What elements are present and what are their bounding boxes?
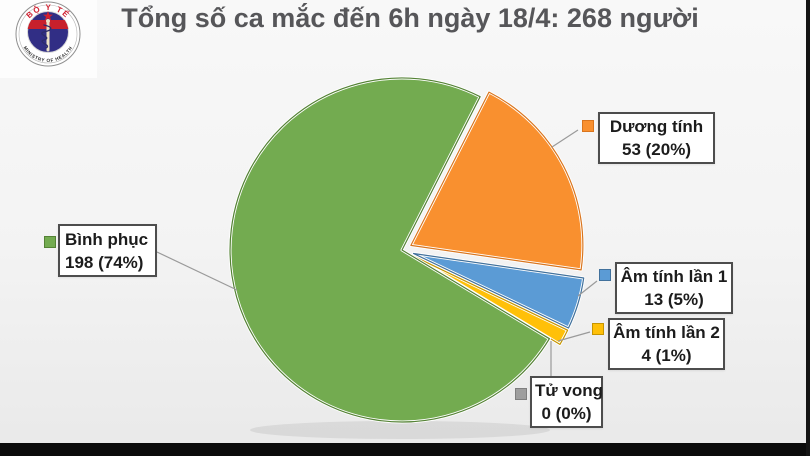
letterbox-bottom-bar	[0, 443, 810, 456]
legend-box-duong-tinh: Dương tính 53 (20%)	[598, 112, 715, 164]
letterbox-right-bar	[806, 0, 810, 456]
legend-item-am-tinh-lan-1: Âm tính lần 1 13 (5%)	[599, 262, 733, 314]
legend-item-binh-phuc: Bình phục 198 (74%)	[44, 224, 157, 277]
legend-marker-am-tinh-lan-2	[592, 323, 604, 335]
legend-label: Dương tính	[609, 117, 704, 136]
ministry-of-health-logo: BỘ Y TẾ MINISTRY OF HEALTH	[15, 1, 81, 67]
logo-inner-ring	[18, 4, 78, 64]
legend-label: Tử vong	[535, 381, 604, 400]
leader-line-am-tinh-lan-2	[557, 331, 591, 342]
pie-shadow	[250, 421, 550, 439]
legend-value: 53 (20%)	[622, 140, 691, 159]
legend-value: 4 (1%)	[641, 346, 692, 365]
legend-item-tu-vong: Tử vong 0 (0%)	[515, 376, 603, 428]
leader-line-duong-tinh	[551, 129, 579, 148]
legend-marker-binh-phuc	[44, 236, 56, 248]
legend-marker-am-tinh-lan-1	[599, 269, 611, 281]
legend-item-duong-tinh: Dương tính 53 (20%)	[582, 112, 715, 164]
legend-value: 13 (5%)	[644, 290, 704, 309]
pie-slices	[228, 76, 586, 424]
legend-box-tu-vong: Tử vong 0 (0%)	[530, 376, 603, 428]
legend-box-binh-phuc: Bình phục 198 (74%)	[58, 224, 157, 277]
legend-value: 198 (74%)	[65, 252, 144, 272]
pie-slice-rim-binh-phuc	[229, 77, 550, 423]
legend-box-am-tinh-lan-2: Âm tính lần 2 4 (1%)	[608, 318, 725, 370]
leader-line-binh-phuc	[156, 251, 238, 291]
logo-staff-and-snake-icon	[41, 19, 52, 52]
logo-star-icon	[43, 11, 53, 21]
legend-label: Âm tính lần 1	[620, 267, 728, 286]
leader-line-am-tinh-lan-1	[577, 280, 598, 297]
pie-slice-rim-duong-tinh	[410, 91, 584, 271]
pie-slice-rim-am-tinh-lan-1	[412, 252, 585, 329]
legend-label: Âm tính lần 2	[613, 323, 720, 342]
leader-lines	[156, 129, 598, 376]
legend-item-am-tinh-lan-2: Âm tính lần 2 4 (1%)	[592, 318, 725, 370]
legend-box-am-tinh-lan-1: Âm tính lần 1 13 (5%)	[615, 262, 733, 314]
page-title: Tổng số ca mắc đến 6h ngày 18/4: 268 ngư…	[121, 3, 699, 33]
legend-marker-tu-vong	[515, 388, 527, 400]
pie-slice-rim-am-tinh-lan-2	[412, 255, 569, 345]
legend-value: 0 (0%)	[541, 404, 592, 423]
legend-label: Bình phục	[65, 229, 149, 249]
legend-marker-duong-tinh	[582, 120, 594, 132]
